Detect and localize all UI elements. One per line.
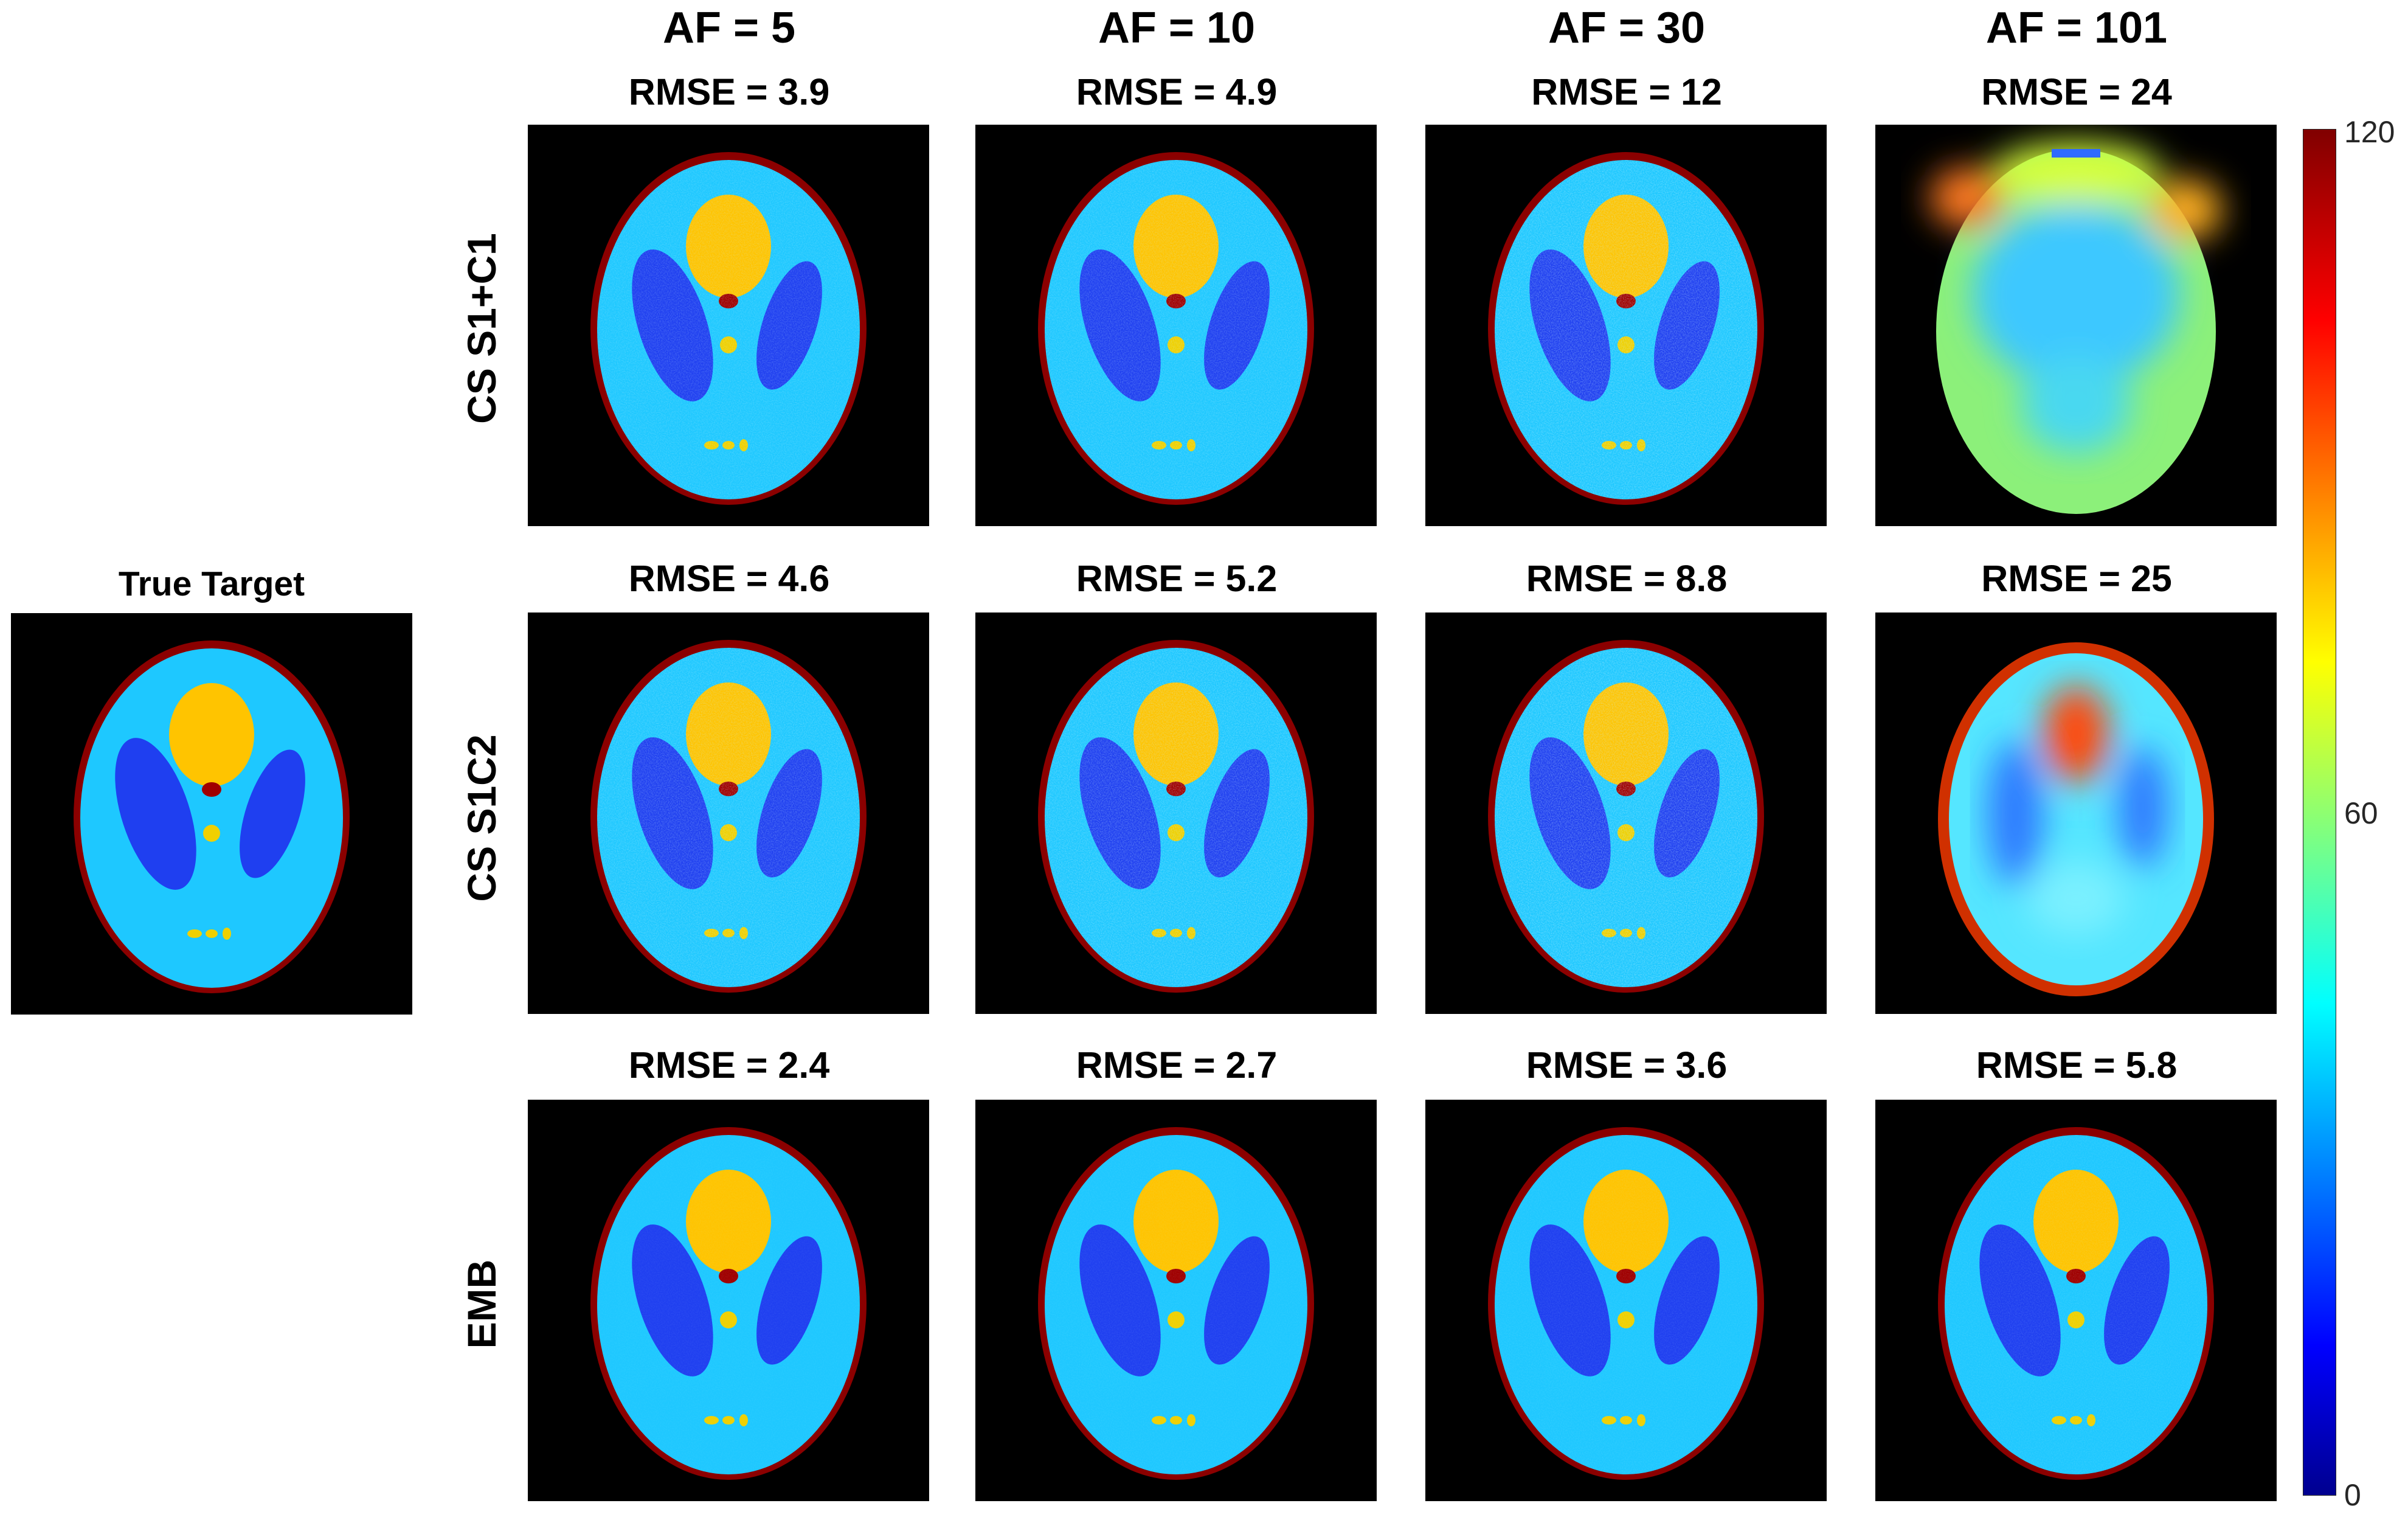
small-dot xyxy=(203,825,220,842)
phantom-svg xyxy=(1875,125,2277,526)
reconstruction-image xyxy=(1875,1100,2277,1501)
phantom-svg xyxy=(528,613,929,1014)
reconstruction-image xyxy=(1425,125,1827,526)
phantom-svg xyxy=(1425,125,1827,526)
rmse-label: RMSE = 3.9 xyxy=(628,71,830,113)
rmse-label: RMSE = 5.2 xyxy=(1076,558,1278,599)
noise-texture xyxy=(597,1135,860,1474)
brain-tissue xyxy=(1943,648,2209,991)
reconstruction-image xyxy=(1875,125,2277,526)
phantom-svg xyxy=(528,1100,929,1501)
phantom-svg xyxy=(528,125,929,526)
row-label-cs-s1c2: CS S1C2 xyxy=(459,734,504,902)
noise-texture xyxy=(1495,160,1757,499)
af-label-col1: AF = 5 xyxy=(662,4,796,52)
phantom-svg xyxy=(11,613,412,1015)
noise-texture xyxy=(1045,648,1307,987)
rmse-label: RMSE = 25 xyxy=(1981,558,2172,599)
brain-tissue xyxy=(80,648,343,988)
rmse-label: RMSE = 4.9 xyxy=(1076,71,1278,113)
phantom-svg xyxy=(975,1100,1377,1501)
noise-texture xyxy=(1495,648,1757,987)
row-label-cs-s1c1: CS S1+C1 xyxy=(459,233,504,424)
rmse-label: RMSE = 4.6 xyxy=(628,558,830,599)
phantom-svg xyxy=(1875,613,2277,1014)
colorbar-tick-mid: 60 xyxy=(2344,796,2378,830)
noise-texture xyxy=(597,648,860,987)
rmse-label: RMSE = 2.4 xyxy=(628,1044,830,1086)
phantom-svg xyxy=(1425,613,1827,1014)
colorbar-gradient xyxy=(2303,129,2336,1496)
colorbar-tick-min: 0 xyxy=(2344,1478,2361,1512)
reconstruction-image xyxy=(528,613,929,1014)
af-label-col2: AF = 10 xyxy=(1098,4,1256,52)
rmse-label: RMSE = 12 xyxy=(1531,71,1722,113)
edge-artifact xyxy=(2052,149,2100,158)
noise-texture xyxy=(597,160,860,499)
rmse-label: RMSE = 3.6 xyxy=(1526,1044,1728,1086)
reconstruction-image xyxy=(528,125,929,526)
reconstruction-image xyxy=(1425,1100,1827,1501)
bottom-dot xyxy=(187,929,202,938)
rmse-label: RMSE = 8.8 xyxy=(1526,558,1728,599)
rmse-label: RMSE = 24 xyxy=(1981,71,2172,113)
reconstruction-image xyxy=(1425,613,1827,1014)
af-label-col3: AF = 30 xyxy=(1548,4,1706,52)
top-ellipse xyxy=(169,683,254,786)
noise-texture xyxy=(1045,160,1307,499)
reconstruction-image xyxy=(975,1100,1377,1501)
colorbar-tick-max: 120 xyxy=(2344,115,2395,149)
left-ventricle xyxy=(115,738,196,890)
colorbar xyxy=(2303,129,2336,1496)
bottom-dot xyxy=(223,928,231,940)
phantom-svg xyxy=(1875,1100,2277,1501)
af-label-col4: AF = 101 xyxy=(1985,4,2168,52)
rmse-label: RMSE = 5.8 xyxy=(1976,1044,2178,1086)
true-target-image xyxy=(11,613,412,1015)
bottom-dot xyxy=(206,929,218,938)
row-label-emb: EMB xyxy=(459,1259,504,1349)
noise-texture xyxy=(1945,1135,2207,1474)
reconstruction-image xyxy=(1875,613,2277,1014)
phantom-svg xyxy=(1425,1100,1827,1501)
dark-red-dot xyxy=(202,782,221,797)
rmse-label: RMSE = 2.7 xyxy=(1076,1044,1278,1086)
reconstruction-image xyxy=(975,125,1377,526)
reconstruction-image xyxy=(528,1100,929,1501)
noise-texture xyxy=(1495,1135,1757,1474)
noise-texture xyxy=(1045,1135,1307,1474)
true-target-title: True Target xyxy=(118,564,305,603)
reconstruction-image xyxy=(975,613,1377,1014)
phantom-svg xyxy=(975,125,1377,526)
right-ventricle xyxy=(240,749,305,878)
skull-ring xyxy=(1938,642,2214,996)
phantom-svg xyxy=(975,613,1377,1014)
